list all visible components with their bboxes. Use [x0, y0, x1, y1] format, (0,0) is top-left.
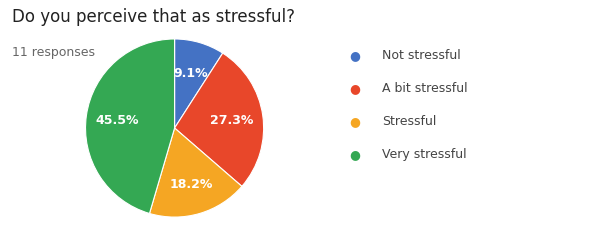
Text: Very stressful: Very stressful	[382, 147, 467, 160]
Text: ●: ●	[349, 147, 360, 160]
Wedge shape	[149, 129, 242, 217]
Text: 45.5%: 45.5%	[96, 114, 139, 127]
Text: ●: ●	[349, 49, 360, 62]
Text: 11 responses: 11 responses	[12, 45, 95, 58]
Text: 18.2%: 18.2%	[169, 177, 213, 190]
Text: 9.1%: 9.1%	[173, 67, 208, 80]
Text: ●: ●	[349, 114, 360, 128]
Text: 27.3%: 27.3%	[210, 114, 253, 127]
Text: Stressful: Stressful	[382, 114, 436, 128]
Wedge shape	[85, 40, 175, 214]
Text: Not stressful: Not stressful	[382, 49, 461, 62]
Text: A bit stressful: A bit stressful	[382, 82, 468, 95]
Text: ●: ●	[349, 82, 360, 95]
Text: Do you perceive that as stressful?: Do you perceive that as stressful?	[12, 8, 295, 25]
Wedge shape	[175, 54, 264, 187]
Wedge shape	[175, 40, 223, 129]
